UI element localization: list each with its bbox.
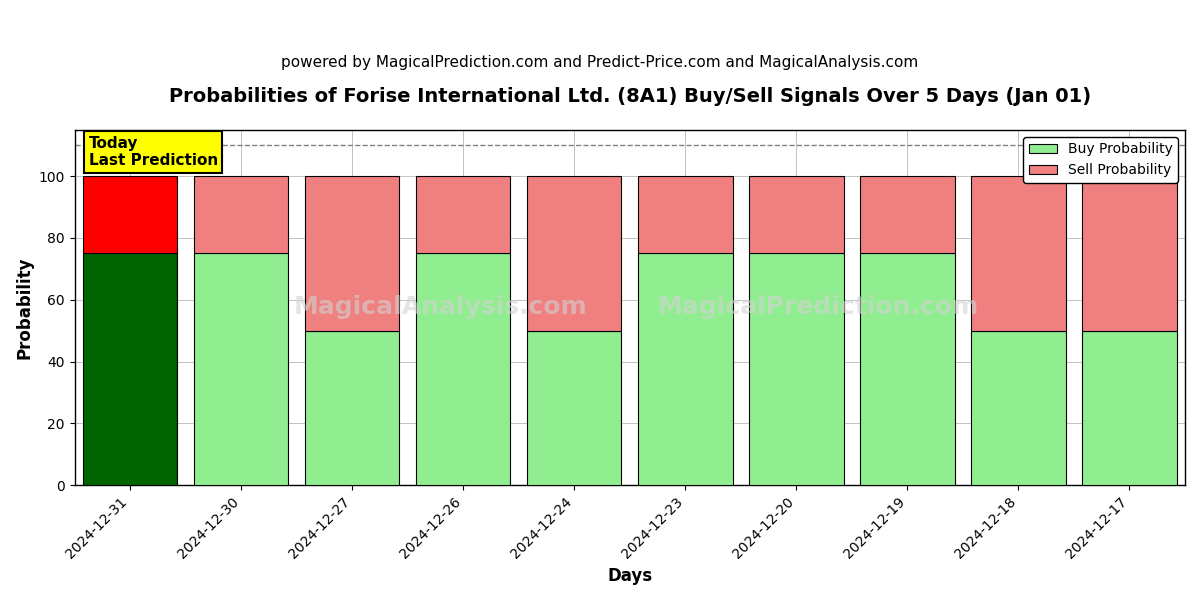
Bar	[305, 176, 400, 331]
Bar	[1082, 331, 1177, 485]
Text: MagicalAnalysis.com: MagicalAnalysis.com	[294, 295, 588, 319]
Bar	[416, 176, 510, 253]
Bar	[527, 331, 622, 485]
Bar	[860, 176, 955, 253]
Bar	[638, 176, 732, 253]
Bar	[194, 253, 288, 485]
Bar	[305, 331, 400, 485]
Bar	[1082, 176, 1177, 331]
Text: Today
Last Prediction: Today Last Prediction	[89, 136, 217, 169]
Bar	[83, 176, 178, 253]
Y-axis label: Probability: Probability	[16, 256, 34, 359]
Bar	[527, 176, 622, 331]
Bar	[971, 176, 1066, 331]
Bar	[749, 253, 844, 485]
X-axis label: Days: Days	[607, 567, 653, 585]
Bar	[416, 253, 510, 485]
Bar	[971, 331, 1066, 485]
Text: powered by MagicalPrediction.com and Predict-Price.com and MagicalAnalysis.com: powered by MagicalPrediction.com and Pre…	[281, 55, 919, 70]
Title: Probabilities of Forise International Ltd. (8A1) Buy/Sell Signals Over 5 Days (J: Probabilities of Forise International Lt…	[169, 87, 1091, 106]
Bar	[638, 253, 732, 485]
Bar	[749, 176, 844, 253]
Bar	[194, 176, 288, 253]
Bar	[860, 253, 955, 485]
Text: MagicalPrediction.com: MagicalPrediction.com	[658, 295, 979, 319]
Bar	[83, 253, 178, 485]
Legend: Buy Probability, Sell Probability: Buy Probability, Sell Probability	[1024, 137, 1178, 183]
